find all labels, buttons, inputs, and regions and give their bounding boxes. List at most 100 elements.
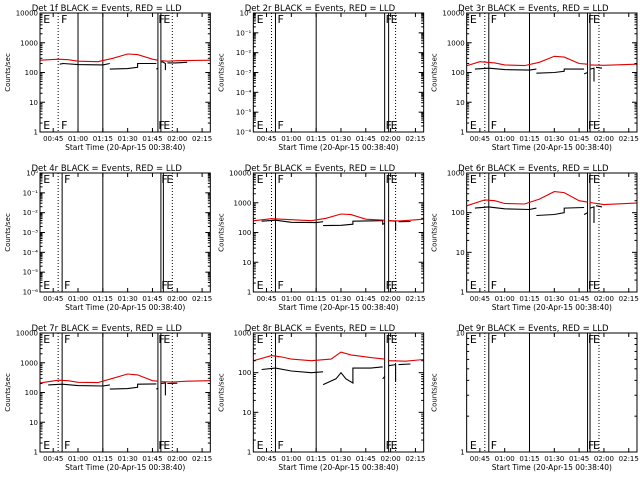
y-tick-label: 1000 bbox=[447, 39, 465, 47]
x-tick-label: 02:00 bbox=[167, 135, 187, 143]
x-tick-label: 00:45 bbox=[43, 455, 63, 463]
y-tick-label: 1 bbox=[34, 449, 38, 457]
x-tick-label: 02:00 bbox=[167, 295, 187, 303]
marker-label-bottom: F bbox=[491, 439, 497, 452]
y-tick-label: 100 bbox=[238, 229, 251, 237]
marker-label-top: E bbox=[593, 173, 600, 186]
events-series-line bbox=[536, 206, 585, 217]
events-series-line bbox=[322, 366, 383, 386]
chart-title: Det 2r BLACK = Events, RED = LLD bbox=[245, 4, 396, 14]
x-tick-label: 01:00 bbox=[68, 135, 88, 143]
x-tick-label: 01:00 bbox=[281, 135, 301, 143]
marker-label-bottom: E bbox=[257, 279, 264, 292]
x-tick-label: 01:30 bbox=[118, 455, 138, 463]
x-tick-label: 02:15 bbox=[405, 455, 425, 463]
marker-label-bottom: E bbox=[470, 279, 477, 292]
y-tick-label: 1000 bbox=[234, 330, 252, 338]
chart-title: Det 3r BLACK = Events, RED = LLD bbox=[458, 4, 609, 14]
marker-label-bottom: E bbox=[163, 439, 170, 452]
events-series-line bbox=[589, 206, 595, 223]
events-series-line bbox=[261, 219, 324, 224]
x-tick-label: 01:30 bbox=[331, 455, 351, 463]
x-tick-label: 00:45 bbox=[43, 295, 63, 303]
plot-frame bbox=[39, 12, 211, 133]
x-tick-label: 02:15 bbox=[192, 135, 212, 143]
y-tick-label: 10000 bbox=[16, 10, 38, 18]
lld-series-line bbox=[160, 59, 211, 62]
plot-frame bbox=[39, 332, 211, 453]
marker-label-top: E bbox=[391, 13, 398, 26]
x-tick-label: 02:15 bbox=[619, 135, 639, 143]
events-series-line bbox=[59, 62, 110, 66]
marker-label-top: F bbox=[64, 333, 70, 346]
x-tick-label: 01:30 bbox=[331, 295, 351, 303]
chart-panel-6: Det 6r BLACK = Events, RED = LLDEEFFFFEE… bbox=[431, 164, 639, 312]
x-tick-label: 01:45 bbox=[569, 135, 589, 143]
x-tick-label: 01:45 bbox=[356, 135, 376, 143]
events-series-line bbox=[48, 383, 110, 387]
x-axis-label: Start Time (20-Apr-15 00:38:40) bbox=[65, 303, 185, 312]
events-series-line bbox=[595, 66, 603, 69]
marker-label-bottom: F bbox=[158, 119, 164, 132]
x-tick-label: 02:00 bbox=[381, 455, 401, 463]
marker-label-top: E bbox=[166, 173, 173, 186]
x-tick-label: 00:45 bbox=[470, 135, 490, 143]
x-tick-label: 01:30 bbox=[331, 135, 351, 143]
y-tick-label: 10⁻⁶ bbox=[23, 289, 39, 297]
y-tick-label: 10⁻⁵ bbox=[236, 109, 252, 117]
x-tick-label: 01:00 bbox=[495, 295, 515, 303]
x-tick-label: 00:45 bbox=[43, 135, 63, 143]
events-series-line bbox=[323, 220, 385, 227]
marker-label-bottom: F bbox=[64, 439, 70, 452]
x-tick-label: 01:30 bbox=[544, 295, 564, 303]
plot-frame bbox=[39, 172, 211, 293]
x-tick-label: 01:45 bbox=[356, 455, 376, 463]
y-tick-label: 1 bbox=[247, 289, 251, 297]
x-tick-label: 02:00 bbox=[381, 135, 401, 143]
lld-series-line bbox=[589, 63, 638, 66]
plot-frame bbox=[466, 332, 638, 453]
y-tick-label: 1000 bbox=[20, 359, 38, 367]
y-tick-label: 10⁻² bbox=[236, 49, 252, 57]
y-tick-label: 10⁻⁴ bbox=[236, 89, 252, 97]
lld-series-line bbox=[589, 201, 638, 206]
y-tick-label: 1 bbox=[460, 449, 464, 457]
x-tick-label: 02:15 bbox=[192, 295, 212, 303]
events-series-line bbox=[474, 67, 537, 71]
x-tick-label: 02:15 bbox=[619, 295, 639, 303]
y-tick-label: 10⁻¹ bbox=[23, 189, 39, 197]
marker-label-top: E bbox=[257, 13, 264, 26]
x-tick-label: 02:00 bbox=[594, 135, 614, 143]
y-tick-label: 10⁻³ bbox=[23, 229, 39, 237]
marker-label-top: F bbox=[64, 173, 70, 186]
marker-label-top: F bbox=[277, 173, 283, 186]
y-tick-label: 1 bbox=[247, 449, 251, 457]
marker-label-bottom: F bbox=[277, 279, 283, 292]
x-tick-label: 00:45 bbox=[470, 455, 490, 463]
lld-series-line bbox=[40, 373, 158, 384]
x-tick-label: 01:45 bbox=[142, 295, 162, 303]
events-series-line bbox=[109, 383, 157, 390]
events-series-line bbox=[160, 61, 166, 71]
x-tick-label: 01:45 bbox=[569, 455, 589, 463]
x-tick-label: 01:30 bbox=[544, 135, 564, 143]
marker-label-top: F bbox=[158, 333, 164, 346]
plot-frame bbox=[252, 332, 425, 453]
marker-label-bottom: E bbox=[470, 119, 477, 132]
marker-label-top: E bbox=[43, 173, 50, 186]
y-axis-label: Counts/sec bbox=[217, 373, 225, 412]
chart-title: Det 6r BLACK = Events, RED = LLD bbox=[458, 164, 609, 174]
lld-series-line bbox=[466, 191, 588, 207]
y-axis-label: Counts/sec bbox=[4, 213, 12, 252]
events-series-line bbox=[474, 206, 537, 211]
marker-label-bottom: F bbox=[588, 119, 594, 132]
x-tick-label: 01:15 bbox=[519, 295, 539, 303]
marker-label-top: E bbox=[470, 333, 477, 346]
x-tick-label: 01:45 bbox=[142, 455, 162, 463]
y-tick-label: 10 bbox=[456, 249, 465, 257]
marker-label-top: E bbox=[257, 173, 264, 186]
marker-label-top: F bbox=[161, 173, 167, 186]
x-axis-label: Start Time (20-Apr-15 00:38:40) bbox=[492, 143, 612, 152]
chart-panel-4: Det 4r BLACK = Events, RED = LLDEEFFFFEE… bbox=[4, 164, 212, 312]
x-tick-label: 02:15 bbox=[405, 295, 425, 303]
